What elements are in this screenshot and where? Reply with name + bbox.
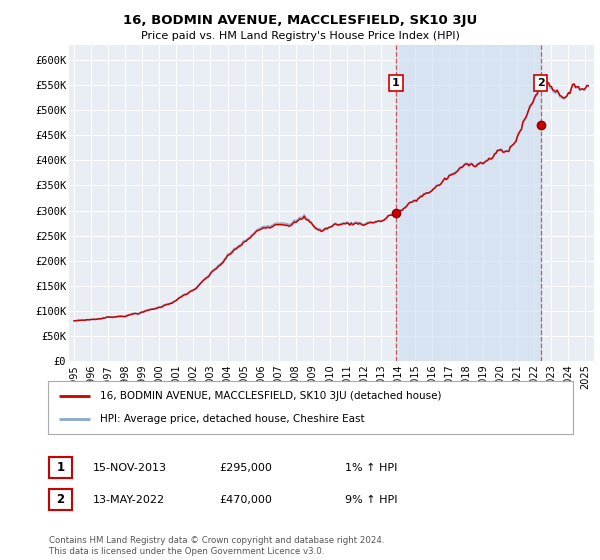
Bar <box>396 45 541 361</box>
Text: 1: 1 <box>56 461 65 474</box>
Text: 16, BODMIN AVENUE, MACCLESFIELD, SK10 3JU (detached house): 16, BODMIN AVENUE, MACCLESFIELD, SK10 3J… <box>101 391 442 401</box>
Text: 1% ↑ HPI: 1% ↑ HPI <box>345 463 397 473</box>
Text: 9% ↑ HPI: 9% ↑ HPI <box>345 494 398 505</box>
Text: HPI: Average price, detached house, Cheshire East: HPI: Average price, detached house, Ches… <box>101 414 365 424</box>
Text: Contains HM Land Registry data © Crown copyright and database right 2024.
This d: Contains HM Land Registry data © Crown c… <box>49 536 385 556</box>
Text: Price paid vs. HM Land Registry's House Price Index (HPI): Price paid vs. HM Land Registry's House … <box>140 31 460 41</box>
Text: 16, BODMIN AVENUE, MACCLESFIELD, SK10 3JU: 16, BODMIN AVENUE, MACCLESFIELD, SK10 3J… <box>123 14 477 27</box>
Text: 2: 2 <box>537 78 545 88</box>
Text: 15-NOV-2013: 15-NOV-2013 <box>93 463 167 473</box>
Text: 13-MAY-2022: 13-MAY-2022 <box>93 494 165 505</box>
Text: 2: 2 <box>56 493 65 506</box>
Text: £295,000: £295,000 <box>219 463 272 473</box>
Text: £470,000: £470,000 <box>219 494 272 505</box>
Text: 1: 1 <box>392 78 400 88</box>
